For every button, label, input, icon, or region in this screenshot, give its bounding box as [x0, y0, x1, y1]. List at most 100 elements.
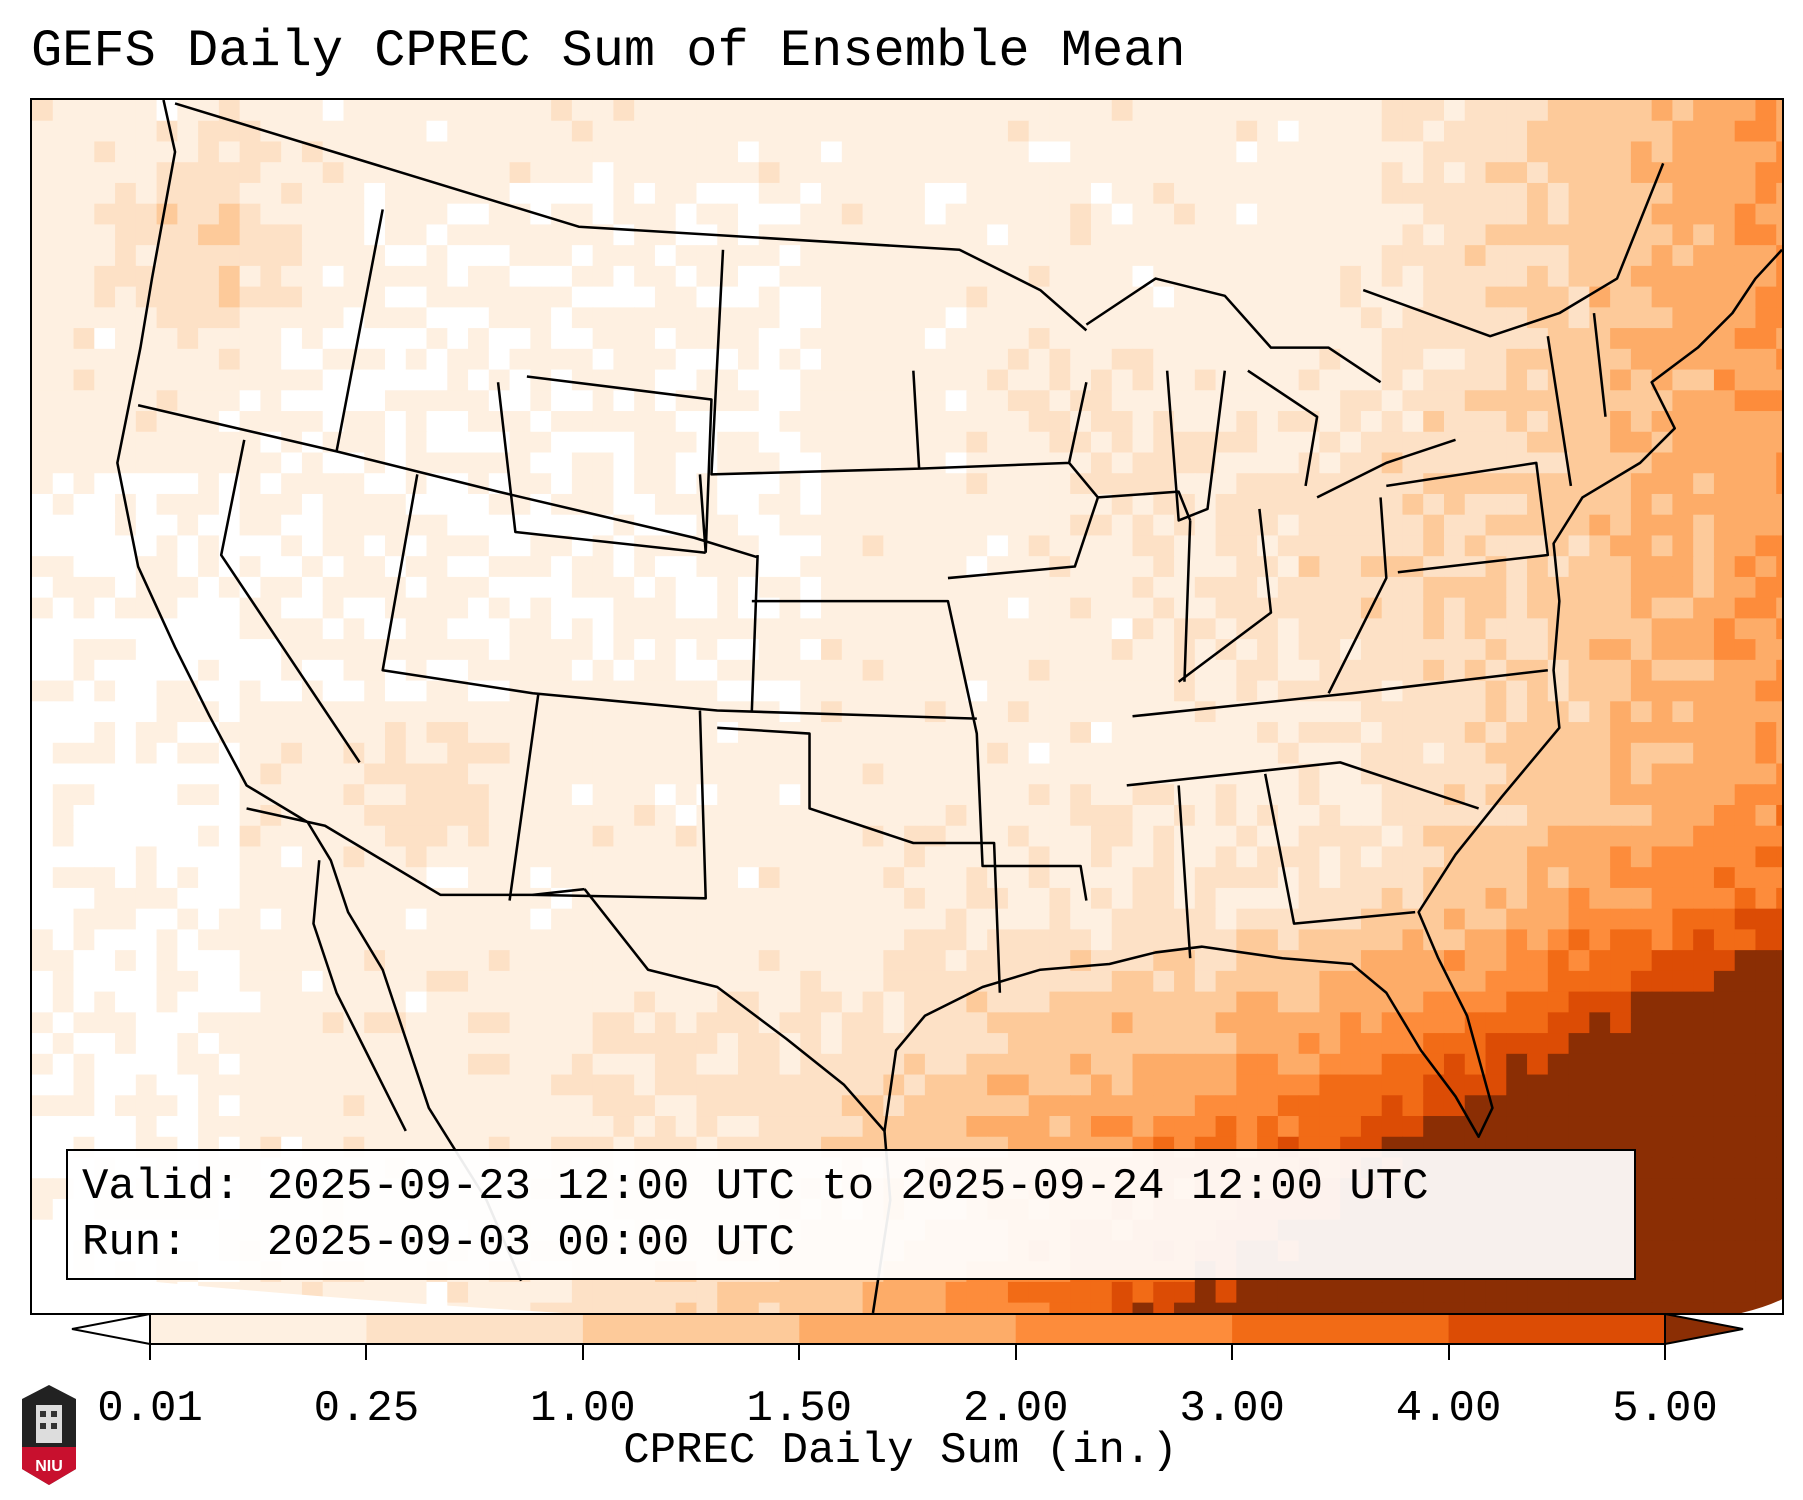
precip-cell: [73, 597, 95, 620]
precip-cell: [800, 1281, 822, 1304]
precip-cell: [1111, 203, 1134, 226]
precip-cell: [737, 1033, 760, 1055]
precip-cell: [1174, 846, 1196, 868]
precip-cell: [343, 514, 365, 537]
precip-cell: [862, 348, 885, 371]
precip-cell: [1589, 618, 1611, 640]
precip-cell: [634, 618, 656, 640]
precip-cell: [239, 182, 262, 205]
precip-cell: [1257, 265, 1279, 288]
precip-cell: [1776, 556, 1782, 578]
precip-cell: [1174, 887, 1196, 910]
precip-cell: [301, 867, 324, 889]
precip-cell: [1776, 929, 1782, 951]
precip-cell: [260, 348, 282, 371]
precip-cell: [1755, 307, 1777, 329]
precip-cell: [447, 742, 469, 765]
precip-cell: [1589, 950, 1611, 972]
precip-cell: [1568, 556, 1591, 578]
precip-cell: [1153, 162, 1175, 184]
precip-cell: [1402, 224, 1424, 246]
precip-cell: [468, 576, 490, 599]
precip-cell: [1215, 846, 1238, 868]
precip-cell: [1360, 141, 1383, 163]
precip-cell: [1090, 659, 1113, 682]
precip-cell: [800, 867, 822, 889]
precip-cell: [426, 265, 448, 288]
precip-cell: [592, 1281, 615, 1304]
precip-cell: [1090, 576, 1113, 599]
precip-cell: [592, 804, 615, 827]
precip-cell: [1153, 867, 1175, 889]
precip-cell: [198, 162, 220, 184]
precip-cell: [821, 245, 843, 267]
precip-cell: [239, 141, 262, 163]
precip-cell: [1672, 286, 1694, 309]
precip-cell: [1402, 1053, 1424, 1076]
precip-cell: [966, 182, 988, 205]
precip-cell: [384, 846, 407, 868]
precip-cell: [904, 991, 926, 1014]
precip-cell: [758, 1053, 781, 1076]
precip-cell: [1776, 1116, 1782, 1138]
precip-cell: [571, 1012, 594, 1034]
precip-cell: [1630, 618, 1653, 640]
precip-cell: [530, 348, 552, 371]
precip-cell: [945, 1095, 968, 1117]
precip-cell: [779, 1053, 801, 1076]
precip-cell: [654, 473, 677, 495]
precip-cell: [115, 120, 137, 143]
precip-cell: [1070, 100, 1092, 122]
precip-cell: [115, 182, 137, 205]
precip-cell: [1257, 639, 1279, 661]
precip-cell: [156, 784, 179, 806]
precip-cell: [841, 493, 864, 516]
precip-cell: [1506, 950, 1528, 972]
precip-cell: [987, 182, 1009, 205]
precip-cell: [1568, 576, 1591, 599]
precip-cell: [1090, 348, 1113, 371]
precip-cell: [1153, 328, 1175, 350]
precip-cell: [52, 224, 75, 246]
precip-cell: [1298, 597, 1321, 620]
precip-cell: [260, 245, 282, 267]
precip-cell: [1610, 369, 1632, 391]
precip-cell: [1360, 950, 1383, 972]
precip-cell: [1319, 701, 1341, 723]
precip-cell: [1464, 1281, 1487, 1304]
precip-cell: [654, 1053, 677, 1076]
precip-cell: [1340, 224, 1362, 246]
precip-cell: [862, 639, 885, 661]
precip-cell: [364, 493, 386, 516]
precip-cell: [1257, 431, 1279, 454]
precip-cell: [1007, 950, 1030, 972]
precip-cell: [1589, 784, 1611, 806]
precip-cell: [1630, 286, 1653, 309]
precip-cell: [1423, 203, 1445, 226]
precip-cell: [800, 1302, 822, 1313]
precip-cell: [1132, 348, 1154, 371]
precip-cell: [405, 514, 428, 537]
precip-cell: [924, 390, 947, 412]
precip-cell: [1028, 846, 1051, 868]
precip-cell: [177, 618, 199, 640]
precip-cell: [32, 556, 54, 578]
precip-cell: [717, 1095, 739, 1117]
precip-cell: [675, 597, 698, 620]
precip-cell: [1423, 452, 1445, 474]
precip-cell: [260, 639, 282, 661]
precip-cell: [218, 804, 241, 827]
precip-cell: [1215, 120, 1238, 143]
precip-cell: [1215, 742, 1238, 765]
precip-cell: [571, 182, 594, 205]
precip-cell: [1547, 535, 1570, 557]
precip-cell: [1153, 1074, 1175, 1096]
precip-cell: [1340, 1012, 1362, 1034]
precip-cell: [1713, 535, 1736, 557]
precip-cell: [1485, 348, 1507, 371]
precip-cell: [1547, 203, 1570, 226]
precip-cell: [696, 390, 718, 412]
precip-cell: [1277, 100, 1300, 122]
precip-cell: [821, 742, 843, 765]
precip-cell: [1776, 639, 1782, 661]
